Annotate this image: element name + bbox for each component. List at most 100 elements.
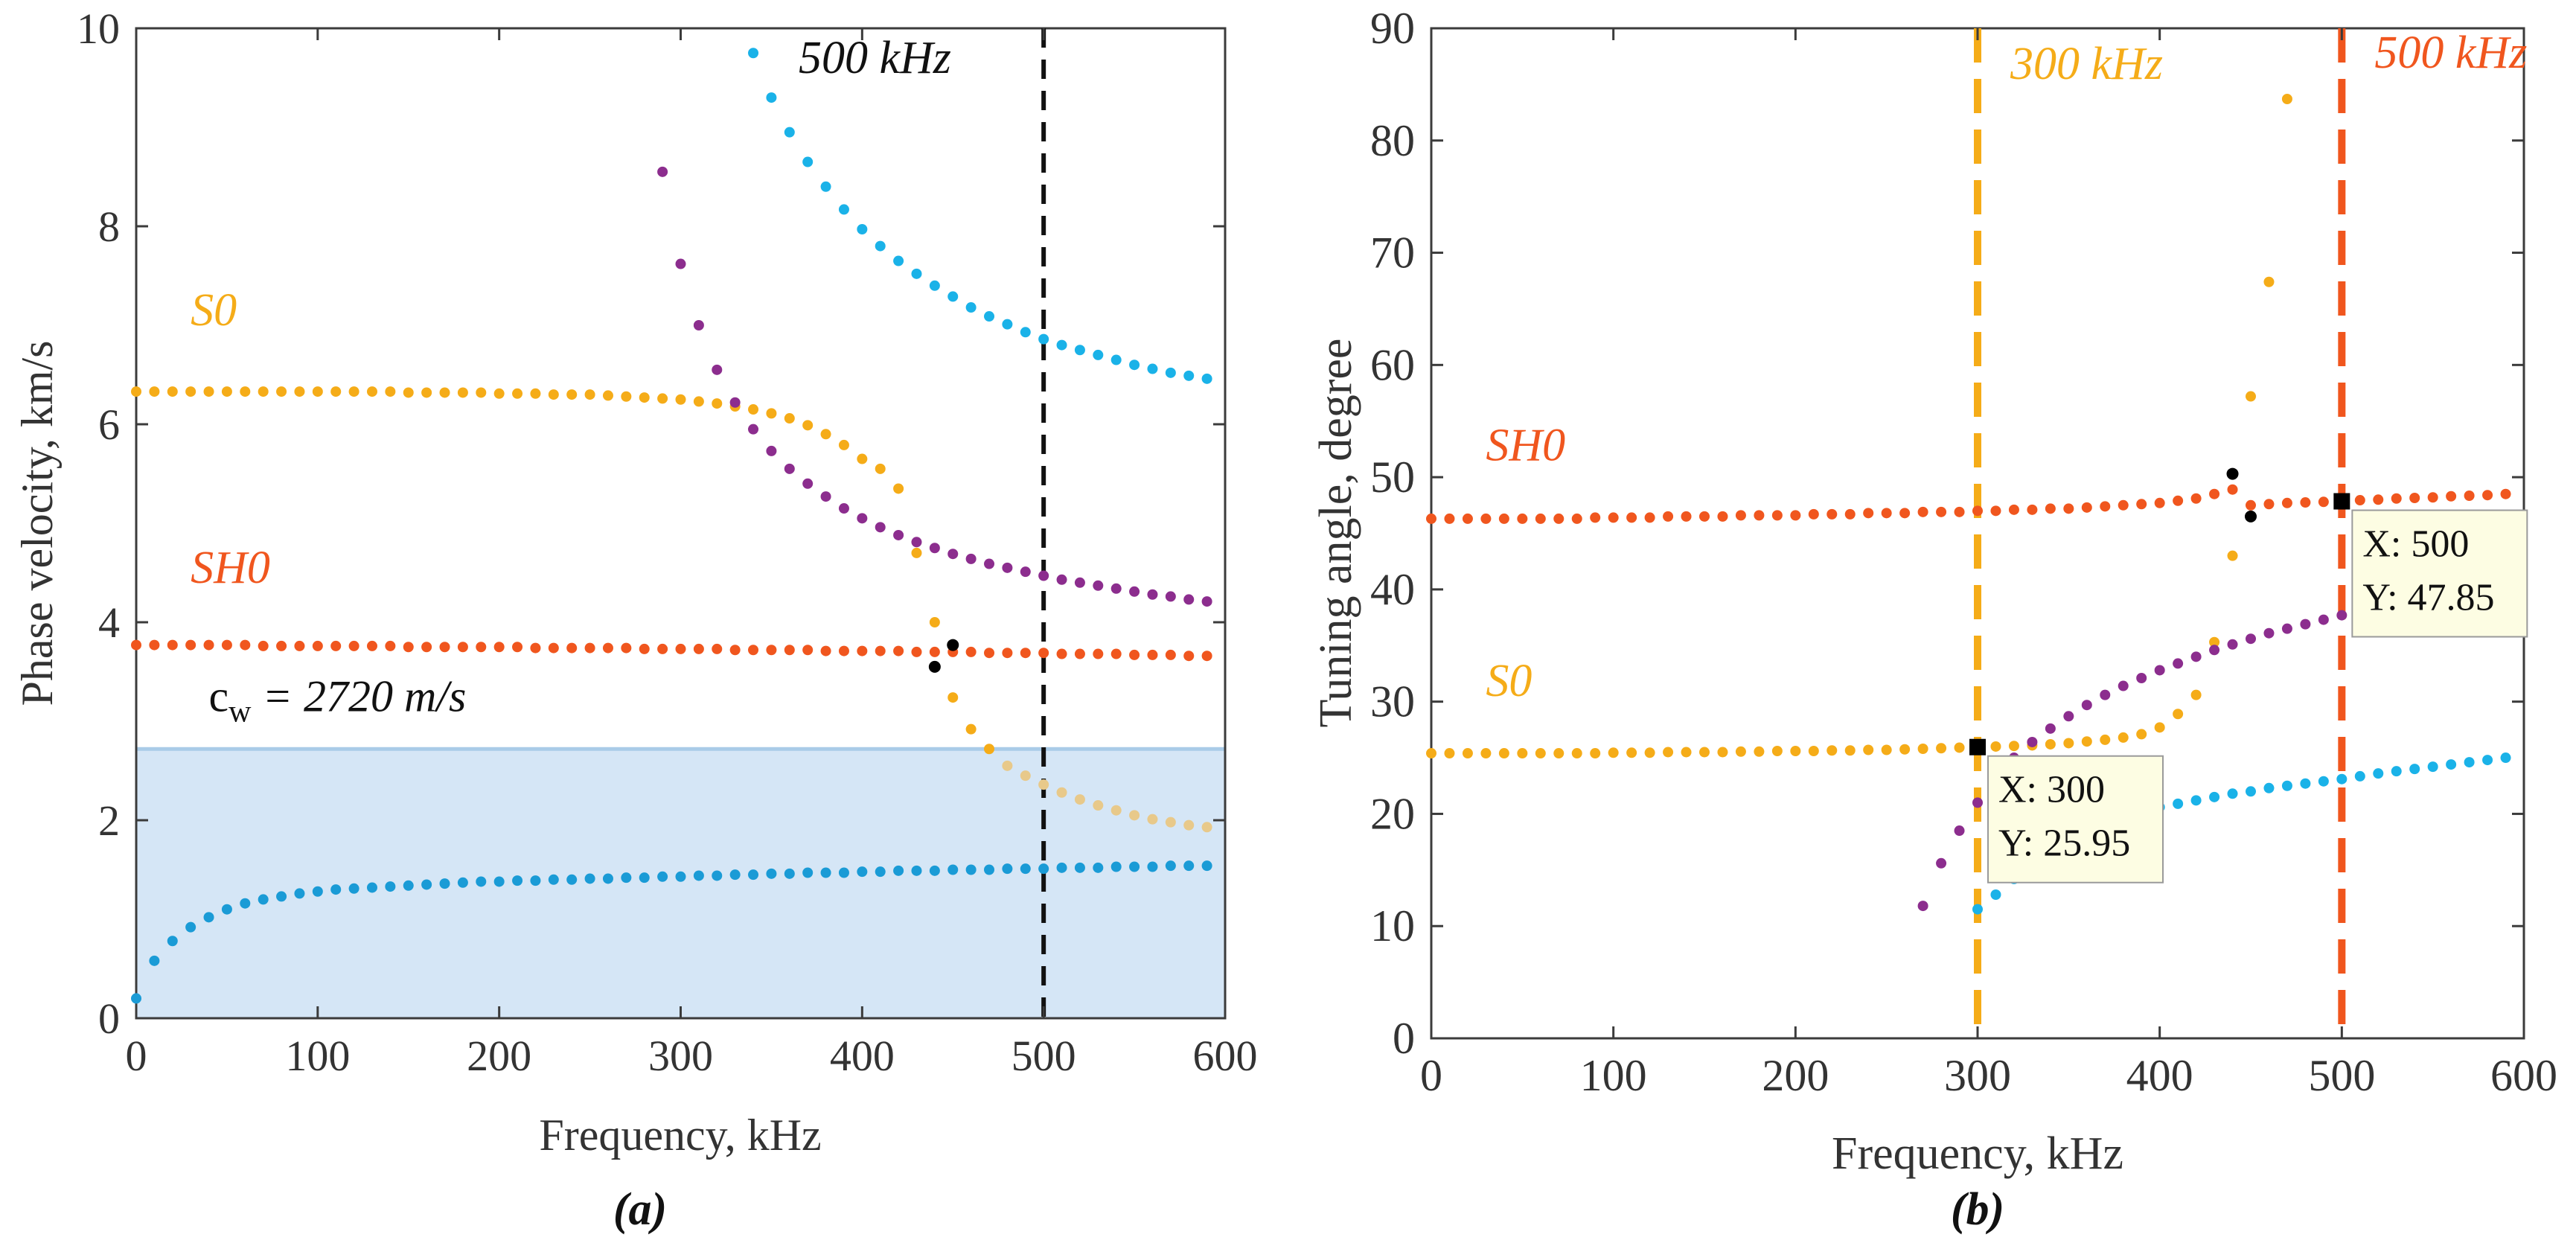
point-sh0	[911, 646, 922, 657]
point-a0-upper	[802, 156, 814, 167]
point-a0-upper	[1201, 373, 1212, 384]
point-sh0	[1717, 511, 1728, 522]
point-sh0	[2154, 497, 2165, 508]
point-s0	[748, 404, 759, 415]
point-a0	[2300, 778, 2311, 789]
point-a0-lower	[348, 883, 359, 894]
point-sh0	[131, 639, 141, 651]
point-a1	[1110, 583, 1122, 594]
point-a1	[984, 558, 995, 569]
point-sh0	[712, 643, 723, 654]
point-sh0	[366, 640, 377, 651]
point-sh0	[530, 642, 541, 654]
point-sh0	[203, 639, 214, 651]
point-sh0	[2118, 499, 2129, 511]
point-a1	[947, 549, 959, 560]
point-sh0	[1201, 651, 1212, 662]
point-a0	[2482, 755, 2493, 766]
point-s0	[385, 386, 396, 397]
point-s0	[947, 692, 959, 703]
point-sh0	[2027, 504, 2038, 515]
panel-b-ylabel: Tuning angle, degree	[1311, 339, 1361, 728]
point-a1	[1917, 901, 1928, 912]
datatip[interactable]: X: 300 Y: 25.95	[1987, 755, 2164, 883]
point-a0-upper	[1056, 339, 1067, 351]
point-a0-lower	[421, 879, 432, 890]
point-a0	[2373, 768, 2384, 779]
point-sh0	[802, 645, 814, 656]
wave-speed-label: cw = 2720 m/s	[209, 672, 467, 729]
point-sh0	[1462, 513, 1473, 524]
point-s0	[2154, 722, 2165, 733]
datatip-text: X: 500	[2362, 523, 2469, 566]
point-s0	[276, 386, 287, 397]
point-sh0	[1498, 513, 1509, 524]
point-a0	[2318, 776, 2329, 787]
datatip-marker[interactable]	[1969, 738, 1986, 755]
point-s0	[2045, 738, 2056, 750]
point-a0-lower	[584, 873, 595, 884]
point-a1	[2300, 619, 2311, 630]
series-sh0	[1426, 484, 2511, 524]
point-s0	[1093, 800, 1104, 811]
point-s0	[1663, 747, 1674, 758]
ytick-label: 4	[98, 598, 120, 647]
panel-b-label: (b)	[1951, 1184, 2004, 1235]
panel-b-xlabel: Frequency, kHz	[1832, 1128, 2123, 1179]
point-s0	[984, 744, 995, 755]
point-crossing	[947, 639, 959, 651]
point-s0	[2190, 689, 2202, 700]
point-a0-upper	[929, 280, 940, 291]
point-a0-lower	[221, 904, 232, 915]
point-sh0	[2246, 499, 2256, 511]
point-sh0	[2209, 488, 2220, 499]
point-sh0	[1590, 512, 1601, 523]
point-s0	[512, 388, 523, 399]
point-s0	[693, 396, 704, 407]
point-s0	[457, 387, 468, 398]
point-a0-lower	[602, 873, 613, 884]
point-sh0	[2081, 502, 2092, 513]
point-a0-lower	[240, 898, 251, 909]
point-a0-upper	[820, 181, 831, 192]
point-sh0	[2263, 499, 2275, 510]
datatip-text: X: 300	[1998, 769, 2105, 811]
point-a0-lower	[857, 866, 868, 878]
point-a0-upper	[1165, 367, 1176, 378]
point-a0-lower	[312, 886, 323, 897]
series-a1	[657, 166, 1212, 607]
point-s0	[566, 389, 578, 400]
point-a0-lower	[729, 869, 741, 881]
point-a0	[1972, 904, 1983, 915]
point-sh0	[1790, 510, 1801, 521]
point-s0	[203, 386, 214, 397]
point-a0-lower	[657, 871, 668, 882]
point-sh0	[421, 642, 432, 653]
point-a1	[2281, 623, 2292, 634]
point-s0	[1201, 822, 1212, 833]
point-sh0	[1608, 512, 1619, 523]
point-a1	[2227, 639, 2238, 650]
xtick-label: 0	[126, 1032, 147, 1080]
point-sh0	[2354, 495, 2365, 506]
datatip[interactable]: X: 500 Y: 47.85	[2351, 509, 2528, 638]
point-s0	[657, 393, 668, 404]
ytick-label: 40	[1370, 565, 1415, 614]
ytick-label: 20	[1370, 789, 1415, 838]
point-a0-lower	[893, 865, 904, 876]
series-crossing	[2226, 467, 2257, 523]
point-a0-upper	[766, 92, 777, 103]
xtick-label: 400	[830, 1032, 895, 1080]
point-a0-upper	[1038, 333, 1049, 345]
datatip-marker[interactable]	[2333, 493, 2350, 510]
point-s0	[2008, 741, 2019, 752]
point-a1	[1002, 562, 1013, 573]
point-sh0	[621, 642, 632, 654]
ytick-label: 50	[1370, 453, 1415, 502]
point-a0-lower	[748, 869, 759, 881]
point-s0	[2118, 732, 2129, 743]
point-sh0	[675, 643, 686, 654]
series-s0	[131, 386, 1212, 833]
point-s0	[1936, 743, 1947, 754]
point-sh0	[1844, 508, 1856, 520]
